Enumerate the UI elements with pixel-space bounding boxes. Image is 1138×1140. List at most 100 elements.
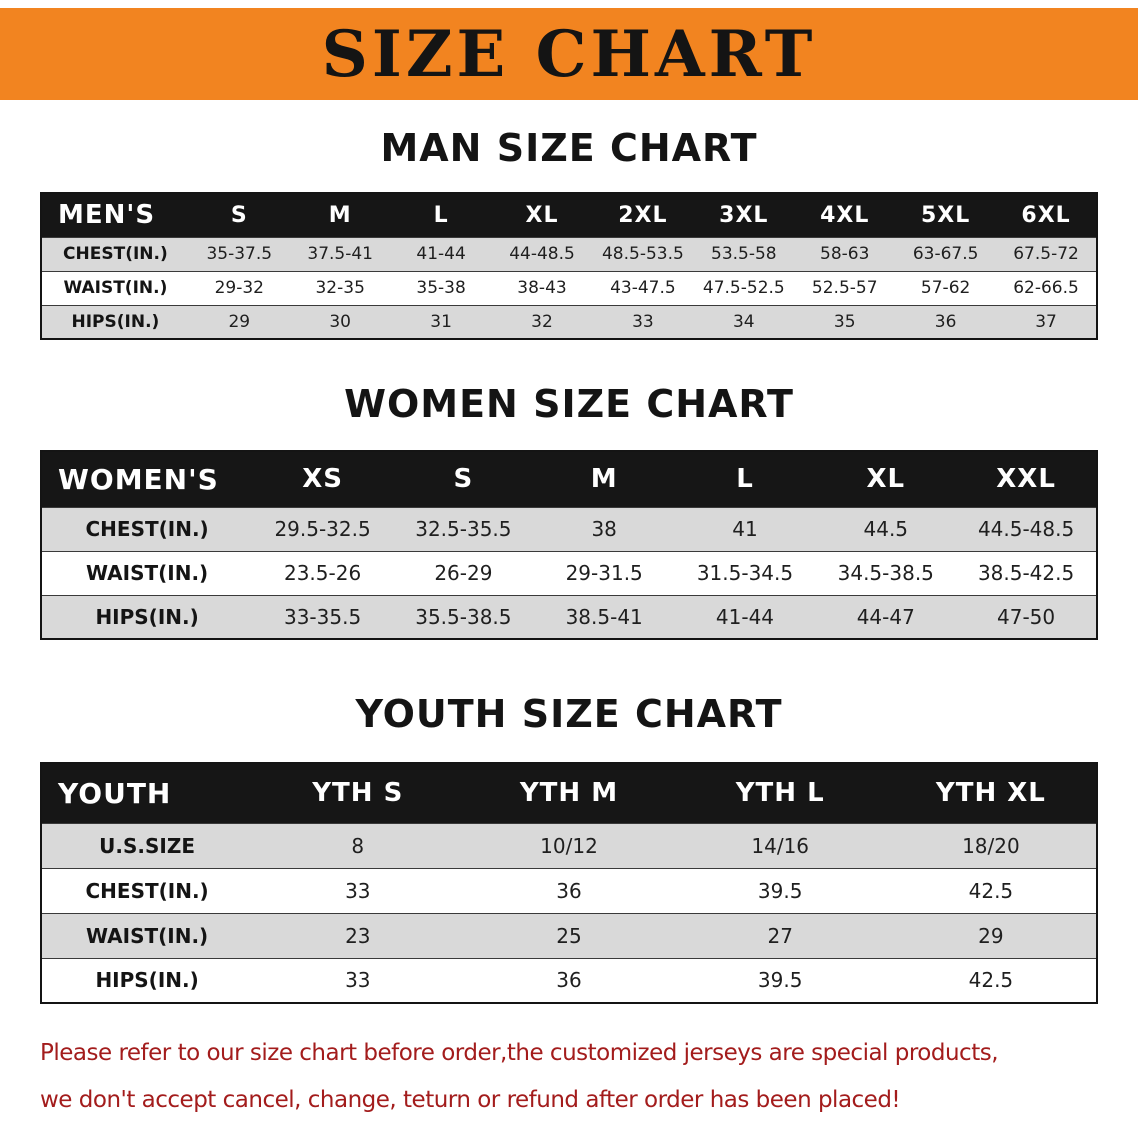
value-cell: 44.5-48.5	[977, 517, 1075, 541]
page-title: SIZE CHART	[321, 16, 817, 92]
value-cell: 47-50	[997, 604, 1056, 629]
value-cell: 39.5	[757, 878, 803, 903]
value-cell: 33-35.5	[283, 604, 362, 629]
value-cell: 27	[767, 923, 793, 948]
value-cell: 34	[732, 311, 755, 332]
value-cell: 48.5-53.5	[601, 244, 684, 264]
size-header-cell: XS	[252, 451, 393, 507]
table-header-row: WOMEN'S XS S M L XL XXL	[41, 451, 1097, 507]
youth-section-heading: YOUTH SIZE CHART	[355, 692, 783, 736]
value-cell: 67.5-72	[1013, 244, 1079, 264]
size-header-cell: L	[390, 193, 492, 237]
table-header-row: MEN'S S M L XL 2XL 3XL 4XL 5XL 6XL	[41, 193, 1097, 237]
size-header-cell: YTH S	[252, 763, 464, 823]
section-women: WOMEN SIZE CHART WOMEN'S XS S M L XL XXL CHEST(…	[0, 382, 1138, 640]
value-cell: 52.5-57	[811, 278, 878, 298]
value-cell: 8	[351, 833, 365, 858]
row-label-cell: HIPS(IN.)	[71, 311, 160, 332]
youth-size-table: YOUTH YTH S YTH M YTH L YTH XL U.S.SIZE 8 10/12…	[40, 762, 1098, 1004]
value-cell: 63-67.5	[912, 244, 979, 264]
value-cell: 29-32	[214, 278, 264, 298]
row-label-cell: U.S.SIZE	[99, 833, 196, 858]
women-size-table: WOMEN'S XS S M L XL XXL CHEST(IN.) 29.5-32.5 32.5…	[40, 450, 1098, 640]
row-label-cell: CHEST(IN.)	[85, 878, 209, 903]
size-header-cell: 4XL	[794, 193, 896, 237]
value-cell: 23	[345, 923, 371, 948]
value-cell: 44-48.5	[509, 244, 575, 264]
size-header-cell: 5XL	[895, 193, 997, 237]
value-cell: 47.5-52.5	[702, 278, 785, 298]
value-cell: 41	[732, 517, 758, 541]
value-cell: 57-62	[920, 278, 971, 298]
value-cell: 35	[833, 311, 856, 332]
table-title-cell: YOUTH	[41, 763, 253, 823]
value-cell: 36	[556, 968, 582, 993]
value-cell: 14/16	[751, 833, 810, 858]
value-cell: 29	[978, 923, 1004, 948]
size-header-cell: M	[533, 451, 675, 507]
men-section-heading: MAN SIZE CHART	[380, 126, 758, 170]
value-cell: 35-38	[416, 278, 466, 298]
table-row: U.S.SIZE 8 10/12 14/16 18/20	[41, 823, 1097, 868]
value-cell: 44-47	[856, 604, 915, 629]
value-cell: 34.5-38.5	[837, 561, 934, 585]
value-cell: 32.5-35.5	[415, 517, 512, 541]
row-label-cell: CHEST(IN.)	[63, 244, 168, 264]
section-youth: YOUTH SIZE CHART YOUTH YTH S YTH M YTH L YTH…	[0, 692, 1138, 1004]
value-cell: 37	[1035, 311, 1057, 332]
size-header-cell: 6XL	[996, 193, 1097, 237]
value-cell: 36	[556, 878, 582, 903]
size-header-cell: S	[188, 193, 290, 237]
value-cell: 41-44	[715, 604, 775, 629]
size-header-cell: S	[392, 451, 534, 507]
value-cell: 33	[345, 968, 371, 993]
section-men: MAN SIZE CHART MEN'S S M L XL 2XL 3XL 4XL 5XL 6XL…	[0, 126, 1138, 340]
table-row: CHEST(IN.) 35-37.5 37.5-41 41-44 44-48.5 48.5…	[41, 237, 1097, 271]
size-header-cell: XL	[815, 451, 957, 507]
size-header-cell: XXL	[956, 451, 1097, 507]
size-header-cell: YTH L	[674, 763, 886, 823]
size-header-cell: XL	[491, 193, 593, 237]
table-row: WAIST(IN.) 23 25 27 29	[41, 913, 1097, 958]
table-row: CHEST(IN.) 29.5-32.5 32.5-35.5 38 41 44.5 44.5…	[41, 507, 1097, 551]
value-cell: 29	[228, 311, 251, 332]
table-title-cell: WOMEN'S	[41, 451, 253, 507]
value-cell: 44.5	[863, 517, 909, 541]
women-section-heading: WOMEN SIZE CHART	[344, 382, 794, 426]
value-cell: 33	[632, 311, 654, 332]
banner: SIZE CHART	[0, 8, 1138, 100]
value-cell: 37.5-41	[307, 244, 373, 264]
size-header-cell: YTH M	[463, 763, 675, 823]
size-chart-page: SIZE CHART MAN SIZE CHART MEN'S S M L XL 2XL 3…	[0, 8, 1138, 1124]
value-cell: 36	[934, 311, 957, 332]
value-cell: 35.5-38.5	[415, 604, 512, 629]
value-cell: 38-43	[517, 278, 567, 298]
value-cell: 33	[345, 878, 371, 903]
notice-line-1: Please refer to our size chart before or…	[40, 1040, 999, 1066]
row-label-cell: WAIST(IN.)	[86, 561, 209, 585]
value-cell: 26-29	[434, 561, 493, 585]
value-cell: 10/12	[540, 833, 598, 858]
row-label-cell: WAIST(IN.)	[63, 278, 168, 298]
value-cell: 43-47.5	[610, 278, 676, 298]
value-cell: 42.5	[968, 878, 1014, 903]
value-cell: 32-35	[315, 278, 365, 298]
value-cell: 38.5-42.5	[977, 561, 1075, 585]
value-cell: 41-44	[416, 244, 466, 264]
value-cell: 30	[329, 311, 351, 332]
table-row: WAIST(IN.) 29-32 32-35 35-38 38-43 43-47.5 47.…	[41, 271, 1097, 305]
value-cell: 39.5	[757, 968, 803, 993]
row-label-cell: HIPS(IN.)	[95, 604, 199, 629]
men-size-table: MEN'S S M L XL 2XL 3XL 4XL 5XL 6XL CHEST(IN.) 35-37…	[40, 192, 1098, 340]
table-title-cell: MEN'S	[41, 193, 189, 237]
value-cell: 31.5-34.5	[696, 561, 794, 585]
value-cell: 23.5-26	[283, 561, 362, 585]
value-cell: 31	[430, 311, 452, 332]
value-cell: 29-31.5	[565, 561, 643, 585]
table-row: HIPS(IN.) 29 30 31 32 33 34 35 36 37	[41, 305, 1097, 339]
value-cell: 42.5	[968, 968, 1014, 993]
table-header-row: YOUTH YTH S YTH M YTH L YTH XL	[41, 763, 1097, 823]
value-cell: 35-37.5	[206, 244, 273, 264]
value-cell: 38.5-41	[565, 604, 643, 629]
value-cell: 29.5-32.5	[274, 517, 371, 541]
